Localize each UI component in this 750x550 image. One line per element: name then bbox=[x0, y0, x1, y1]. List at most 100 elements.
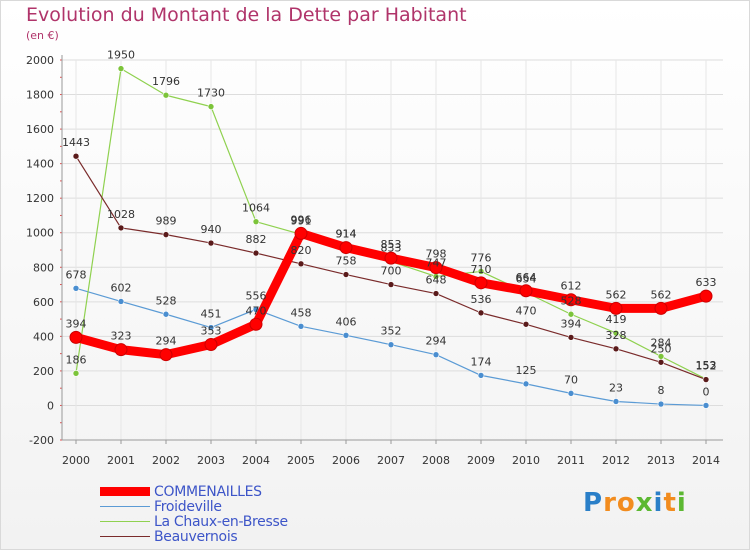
logo-letter: t bbox=[663, 488, 677, 518]
data-point bbox=[654, 301, 668, 315]
data-point bbox=[207, 239, 215, 247]
data-point bbox=[477, 309, 485, 317]
x-tick-label: 2013 bbox=[647, 454, 675, 467]
legend-label: Froideville bbox=[154, 499, 222, 515]
data-label: 294 bbox=[156, 335, 177, 348]
data-point bbox=[69, 330, 83, 344]
data-point bbox=[114, 343, 128, 357]
data-point bbox=[567, 310, 575, 318]
data-label: 562 bbox=[606, 288, 627, 301]
data-point bbox=[567, 334, 575, 341]
data-point bbox=[252, 249, 260, 257]
data-label: 633 bbox=[696, 276, 717, 289]
legend-swatch bbox=[100, 487, 150, 496]
data-label: 284 bbox=[651, 336, 672, 349]
y-tick-label: 1600 bbox=[26, 123, 54, 136]
data-label: 914 bbox=[336, 228, 357, 241]
logo-letter: i bbox=[676, 488, 687, 518]
data-label: 664 bbox=[516, 271, 537, 284]
data-label: 186 bbox=[66, 353, 87, 366]
data-point bbox=[519, 284, 533, 298]
logo-letter: i bbox=[653, 488, 664, 518]
data-label: 820 bbox=[291, 244, 312, 257]
data-point bbox=[432, 351, 440, 358]
logo-letter: P bbox=[583, 488, 604, 518]
data-label: 153 bbox=[696, 359, 717, 372]
x-tick-label: 2010 bbox=[512, 454, 540, 467]
data-point bbox=[117, 298, 125, 305]
data-point bbox=[564, 293, 578, 307]
data-point bbox=[117, 65, 125, 72]
data-label: 8 bbox=[658, 384, 665, 397]
data-label: 470 bbox=[516, 304, 537, 317]
data-point bbox=[522, 320, 530, 328]
y-tick-label: 600 bbox=[33, 296, 54, 309]
x-tick-label: 2011 bbox=[557, 454, 585, 467]
logo-letter: o bbox=[616, 488, 636, 518]
data-point bbox=[72, 152, 80, 160]
data-label: 470 bbox=[246, 304, 267, 317]
data-label: 562 bbox=[651, 288, 672, 301]
x-tick-label: 2012 bbox=[602, 454, 630, 467]
data-label: 419 bbox=[606, 313, 627, 326]
data-point bbox=[249, 317, 263, 331]
data-label: 991 bbox=[291, 214, 312, 227]
logo-letter: r bbox=[603, 488, 617, 518]
data-label: 0 bbox=[703, 385, 710, 398]
data-label: 1443 bbox=[62, 136, 90, 149]
data-point bbox=[702, 402, 710, 409]
x-tick-label: 2006 bbox=[332, 454, 360, 467]
legend-label: COMMENAILLES bbox=[154, 484, 262, 500]
data-label: 70 bbox=[564, 373, 578, 386]
data-point bbox=[522, 380, 530, 388]
data-label: 458 bbox=[291, 306, 312, 319]
data-label: 125 bbox=[516, 364, 537, 377]
x-tick-label: 2014 bbox=[692, 454, 720, 467]
y-tick-label: 400 bbox=[33, 330, 54, 343]
data-label: 1796 bbox=[152, 75, 180, 88]
x-tick-label: 2007 bbox=[377, 454, 405, 467]
data-label: 1028 bbox=[107, 208, 135, 221]
data-label: 758 bbox=[336, 255, 357, 268]
data-point bbox=[117, 224, 125, 232]
data-label: 394 bbox=[561, 317, 582, 330]
data-label: 250 bbox=[651, 342, 672, 355]
data-point bbox=[207, 324, 215, 331]
data-point bbox=[657, 400, 665, 408]
data-label: 152 bbox=[696, 360, 717, 373]
data-point bbox=[252, 218, 260, 225]
x-tick-label: 2005 bbox=[287, 454, 315, 467]
data-label: 528 bbox=[156, 294, 177, 307]
data-point bbox=[294, 226, 308, 240]
data-label: 914 bbox=[336, 228, 357, 241]
data-point bbox=[72, 370, 80, 377]
legend-swatch bbox=[100, 521, 150, 522]
data-label: 996 bbox=[291, 213, 312, 226]
x-tick-label: 2001 bbox=[107, 454, 135, 467]
y-tick-label: 0 bbox=[47, 399, 54, 412]
data-point bbox=[612, 329, 620, 337]
data-point bbox=[702, 376, 710, 383]
data-point bbox=[387, 341, 395, 348]
data-label: 700 bbox=[381, 265, 402, 278]
data-point bbox=[207, 103, 215, 110]
data-point bbox=[699, 289, 713, 303]
data-label: 451 bbox=[201, 308, 222, 321]
y-tick-label: 800 bbox=[33, 261, 54, 274]
data-point bbox=[474, 276, 488, 290]
data-point bbox=[612, 398, 620, 405]
x-tick-label: 2008 bbox=[422, 454, 450, 467]
y-tick-label: 200 bbox=[33, 365, 54, 378]
legend-label: Beauvernois bbox=[154, 529, 238, 545]
legend-swatch bbox=[100, 506, 150, 507]
data-label: 174 bbox=[471, 355, 492, 368]
x-tick-label: 2004 bbox=[242, 454, 270, 467]
data-label: 394 bbox=[66, 317, 87, 330]
data-label: 602 bbox=[111, 281, 132, 294]
data-label: 882 bbox=[246, 233, 267, 246]
y-tick-label: -200 bbox=[29, 434, 54, 447]
chart-title: Evolution du Montant de la Dette par Hab… bbox=[26, 4, 467, 26]
data-point bbox=[162, 310, 170, 318]
